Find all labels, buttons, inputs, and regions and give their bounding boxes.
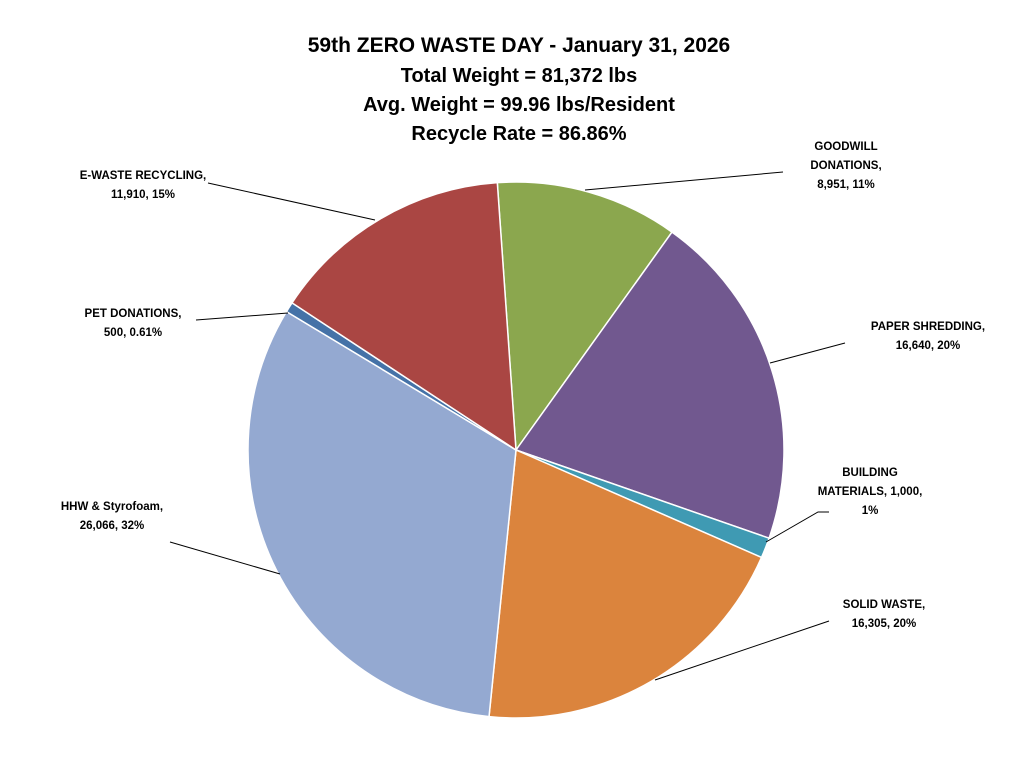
data-label-line: 8,951, 11% (817, 179, 875, 191)
data-label: E-WASTE RECYCLING, 11,910, 15% (80, 170, 207, 201)
data-label: SOLID WASTE, 16,305, 20% (843, 599, 925, 630)
data-label: PAPER SHREDDING, 16,640, 20% (871, 321, 985, 352)
data-label: HHW & Styrofoam, 26,066, 32% (61, 501, 163, 532)
data-label-line: 11,910, 15% (111, 189, 175, 201)
data-label-line: DONATIONS, (810, 160, 881, 172)
chart-subtitle-recycle-rate: Recycle Rate = 86.86% (411, 123, 626, 145)
pie-slices (247, 181, 785, 719)
data-label-line: 16,640, 20% (896, 340, 961, 352)
leader-line (169, 541, 281, 575)
data-label-line: HHW & Styrofoam, (61, 501, 163, 513)
chart-subtitle-total-weight: Total Weight = 81,372 lbs (401, 65, 638, 87)
data-label-line: 500, 0.61% (104, 327, 162, 339)
data-label-line: PET DONATIONS, (85, 308, 182, 320)
leader-line (584, 171, 784, 191)
pie-slice-solid-waste (488, 448, 763, 719)
pie-slice-goodwill-donations (496, 181, 674, 453)
pie-slice-e-waste-recycling (290, 181, 517, 452)
leader-line (207, 182, 376, 221)
data-label: BUILDING MATERIALS, 1,000, 1% (818, 467, 923, 517)
data-label-line: GOODWILL (814, 141, 877, 153)
chart-subtitle-avg-weight: Avg. Weight = 99.96 lbs/Resident (363, 94, 675, 116)
data-label-line: E-WASTE RECYCLING, (80, 170, 207, 182)
data-label: PET DONATIONS, 500, 0.61% (85, 308, 182, 339)
leader-line (654, 620, 830, 681)
data-label-line: 26,066, 32% (80, 520, 145, 532)
data-label-line: PAPER SHREDDING, (871, 321, 985, 333)
leader-line (765, 511, 829, 543)
data-label-line: 1% (862, 505, 879, 517)
label-leader-lines (169, 171, 846, 681)
data-label-line: MATERIALS, 1,000, (818, 486, 923, 498)
slice-labels: GOODWILL DONATIONS, 8,951, 11% PAPER SHREDD… (61, 141, 985, 630)
chart-title: 59th ZERO WASTE DAY - January 31, 2026 (308, 34, 731, 57)
data-label-line: 16,305, 20% (852, 618, 917, 630)
pie-slice-paper-shredding (514, 231, 785, 540)
data-label-line: BUILDING (842, 467, 898, 479)
data-label: GOODWILL DONATIONS, 8,951, 11% (810, 141, 881, 191)
leader-line (195, 312, 289, 321)
leader-line (769, 342, 846, 364)
data-label-line: SOLID WASTE, (843, 599, 925, 611)
pie-slice-hhw-styrofoam (247, 310, 517, 718)
